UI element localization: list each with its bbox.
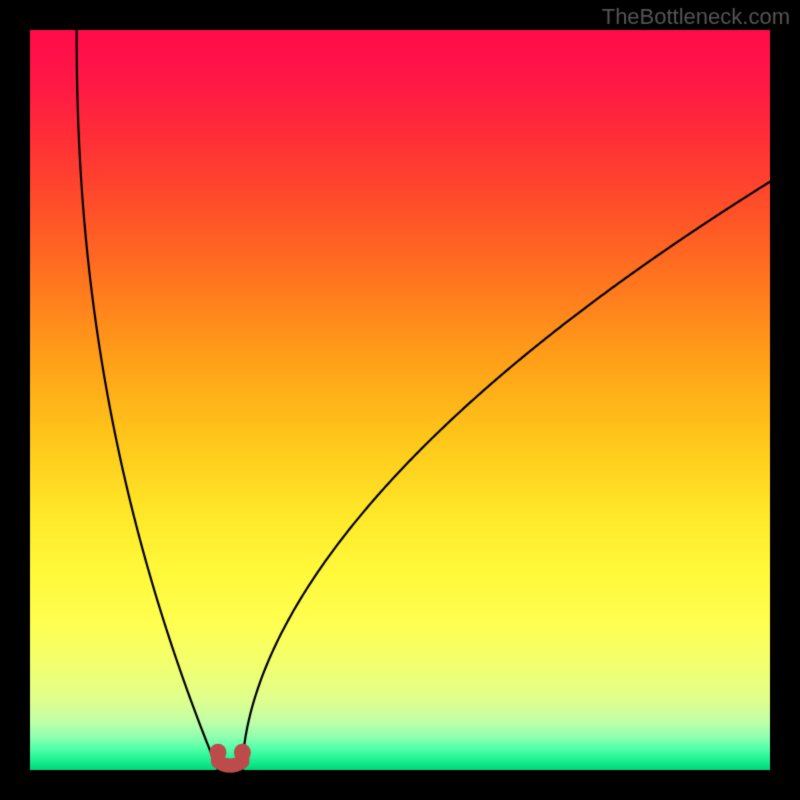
bottleneck-chart — [0, 0, 800, 800]
